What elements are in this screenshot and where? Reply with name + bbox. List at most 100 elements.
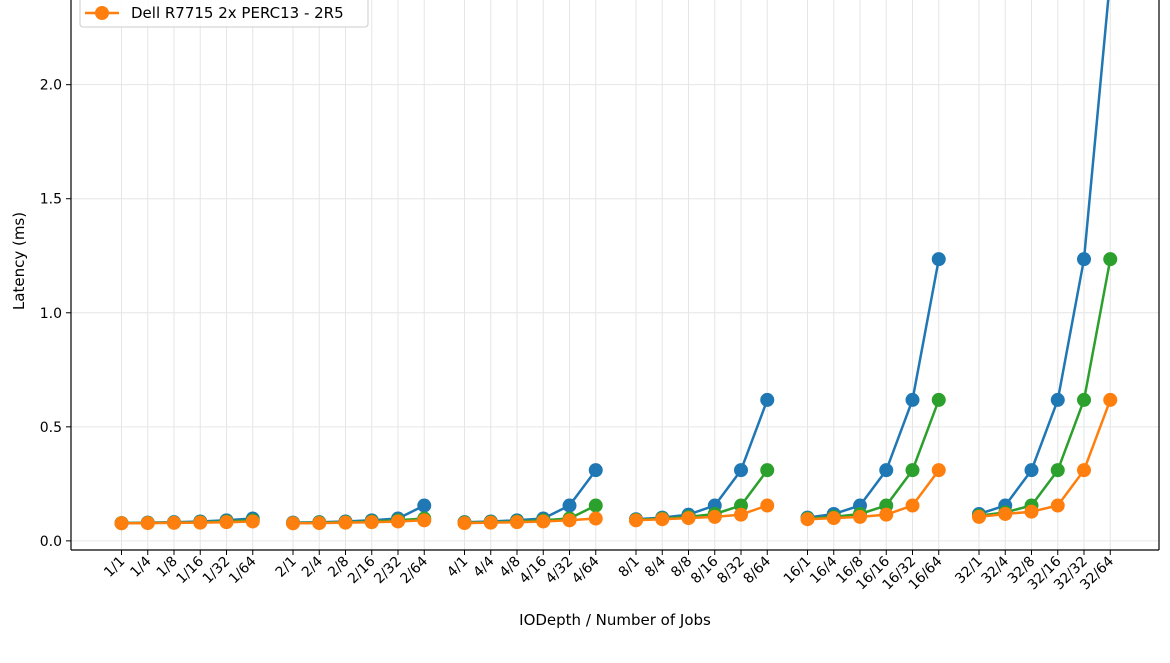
data-point xyxy=(1050,498,1065,513)
legend-entry-label: Dell R7715 2x PERC13 - 2R5 xyxy=(131,4,344,22)
x-tick-label: 2/4 xyxy=(299,553,326,580)
data-point xyxy=(245,514,260,529)
x-axis-label: IODepth / Number of Jobs xyxy=(519,611,711,629)
data-point xyxy=(312,516,327,531)
data-point xyxy=(1050,463,1065,478)
x-tick-label: 2/1 xyxy=(273,554,300,581)
x-tick-label: 16/1 xyxy=(781,554,815,588)
data-point xyxy=(1077,392,1091,407)
series-line-segment xyxy=(635,399,769,521)
x-tick-label: 4/16 xyxy=(517,553,551,587)
data-point xyxy=(510,515,524,530)
y-tick-label: 0.5 xyxy=(40,420,62,436)
series-line-segment xyxy=(807,399,940,520)
y-tick-label: 1.5 xyxy=(40,192,62,208)
data-point xyxy=(1077,463,1091,478)
data-point xyxy=(905,392,920,407)
y-tick-label: 0.0 xyxy=(40,534,62,550)
x-tick-label: 2/16 xyxy=(345,553,379,587)
data-point xyxy=(417,498,432,513)
data-point xyxy=(853,509,867,524)
data-point xyxy=(707,509,722,524)
data-point xyxy=(931,463,946,478)
data-point xyxy=(681,511,696,526)
series-1 xyxy=(114,252,1118,531)
data-point xyxy=(1050,392,1065,407)
data-point xyxy=(879,463,894,478)
x-tick-label: 32/1 xyxy=(952,554,986,588)
data-point xyxy=(655,512,670,527)
y-axis-label: Latency (ms) xyxy=(10,212,28,310)
series-line-segment xyxy=(978,399,1112,519)
data-point xyxy=(826,511,841,526)
data-point xyxy=(536,514,551,529)
data-point xyxy=(562,513,577,528)
data-point xyxy=(734,463,748,478)
series-line-segment xyxy=(978,258,1112,518)
data-point xyxy=(998,506,1013,521)
data-point xyxy=(114,516,129,531)
data-point xyxy=(364,515,379,530)
x-tick-label: 1/64 xyxy=(226,553,260,587)
data-point xyxy=(760,392,775,407)
data-point xyxy=(800,512,815,527)
data-point xyxy=(1024,504,1039,519)
x-tick-label: 8/16 xyxy=(688,553,722,587)
data-point xyxy=(629,513,643,528)
series-0 xyxy=(114,0,1110,531)
legend: Dell R7715 2x PERC13 - 2R5 xyxy=(79,0,369,28)
x-tick-label: 1/4 xyxy=(127,553,154,580)
grid xyxy=(71,0,1159,550)
data-point xyxy=(1024,463,1039,478)
x-tick-label: 32/4 xyxy=(979,553,1013,587)
x-tick-label: 4/1 xyxy=(444,554,471,581)
x-tick-label: 2/64 xyxy=(398,553,432,587)
x-tick-label: 4/4 xyxy=(470,553,497,580)
data-point xyxy=(1077,252,1091,267)
data-point xyxy=(219,515,234,530)
legend-marker xyxy=(95,6,109,20)
x-tick-label: 16/4 xyxy=(807,553,841,587)
data-point xyxy=(879,507,894,522)
data-point xyxy=(931,392,946,407)
data-point xyxy=(905,498,920,513)
x-tick-label: 4/64 xyxy=(569,553,603,587)
data-point xyxy=(905,463,920,478)
data-point xyxy=(286,516,300,531)
legend-box xyxy=(79,0,369,28)
data-point xyxy=(734,507,748,522)
axes xyxy=(66,0,1160,555)
x-tick-label: 1/1 xyxy=(101,554,128,581)
x-tick-label: 8/1 xyxy=(616,554,643,581)
data-point xyxy=(193,515,208,530)
data-point xyxy=(391,514,405,529)
x-tick-label: 8/4 xyxy=(642,553,669,580)
series-2 xyxy=(114,392,1118,531)
x-tick-label: 1/16 xyxy=(174,553,208,587)
x-tick-label: 1/32 xyxy=(200,554,234,588)
data-point xyxy=(931,252,946,267)
data-point xyxy=(760,463,775,478)
data-point xyxy=(167,515,181,530)
data-point xyxy=(562,498,577,513)
data-point xyxy=(588,498,603,513)
data-point xyxy=(760,498,775,513)
x-tick-label: 4/32 xyxy=(543,554,577,588)
y-tick-label: 1.0 xyxy=(40,306,62,322)
data-point xyxy=(457,516,472,531)
data-point xyxy=(140,516,155,531)
data-point xyxy=(1103,392,1118,407)
data-point xyxy=(588,511,603,526)
y-tick-label: 2.0 xyxy=(40,78,62,94)
series-lines xyxy=(114,0,1118,531)
data-point xyxy=(588,463,603,478)
data-point xyxy=(972,509,986,524)
series-line-segment xyxy=(807,258,941,519)
data-point xyxy=(417,513,432,528)
x-tick-label: 8/32 xyxy=(714,554,748,588)
x-tick-label: 2/32 xyxy=(371,554,405,588)
x-tick-label: 8/64 xyxy=(741,553,775,587)
data-point xyxy=(1103,252,1118,267)
data-point xyxy=(483,515,498,530)
